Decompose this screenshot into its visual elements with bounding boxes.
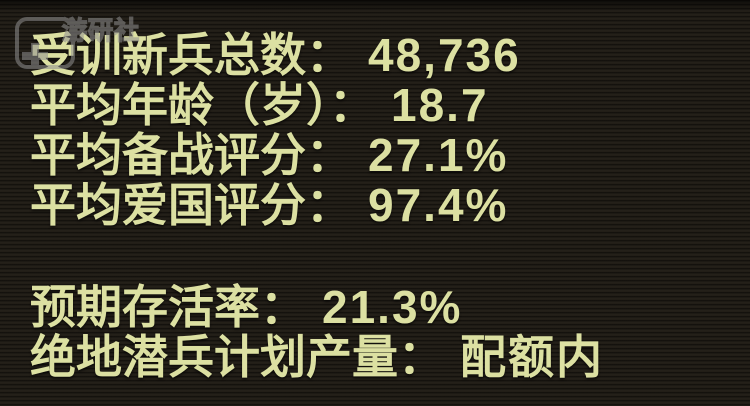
stat-row-average-age: 平均年龄（岁）： 18.7 (30, 80, 521, 130)
recruit-stats-block: 受训新兵总数： 48,736 平均年龄（岁）： 18.7 平均备战评分： 27.… (30, 30, 521, 230)
stat-label: 预期存活率： (30, 281, 306, 333)
stat-label: 绝地潜兵计划产量： (30, 331, 444, 383)
stat-label: 平均年龄（岁）： (30, 79, 375, 131)
stat-value: 97.4% (368, 179, 509, 231)
stat-row-helldiver-program-output: 绝地潜兵计划产量： 配额内 (30, 332, 604, 382)
stat-value: 18.7 (391, 79, 489, 131)
outcome-stats-block: 预期存活率： 21.3% 绝地潜兵计划产量： 配额内 (30, 282, 604, 382)
stat-label: 受训新兵总数： (30, 29, 352, 81)
stat-value: 21.3% (322, 281, 463, 333)
stat-value: 27.1% (368, 129, 509, 181)
stat-value: 配额内 (460, 331, 604, 383)
stat-label: 平均备战评分： (30, 129, 352, 181)
stat-value: 48,736 (368, 29, 521, 81)
stat-row-survival-rate: 预期存活率： 21.3% (30, 282, 604, 332)
stat-label: 平均爱国评分： (30, 179, 352, 231)
stat-row-total-recruits: 受训新兵总数： 48,736 (30, 30, 521, 80)
stat-row-readiness-score: 平均备战评分： 27.1% (30, 130, 521, 180)
stat-row-patriotism-score: 平均爱国评分： 97.4% (30, 180, 521, 230)
